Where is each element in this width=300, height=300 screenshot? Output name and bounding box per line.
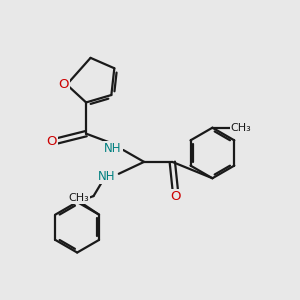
Text: O: O — [47, 135, 57, 148]
Text: CH₃: CH₃ — [231, 123, 252, 133]
Text: O: O — [58, 78, 69, 91]
Text: NH: NH — [98, 170, 116, 183]
Text: CH₃: CH₃ — [68, 193, 88, 203]
Text: NH: NH — [104, 142, 122, 155]
Text: O: O — [170, 190, 181, 202]
